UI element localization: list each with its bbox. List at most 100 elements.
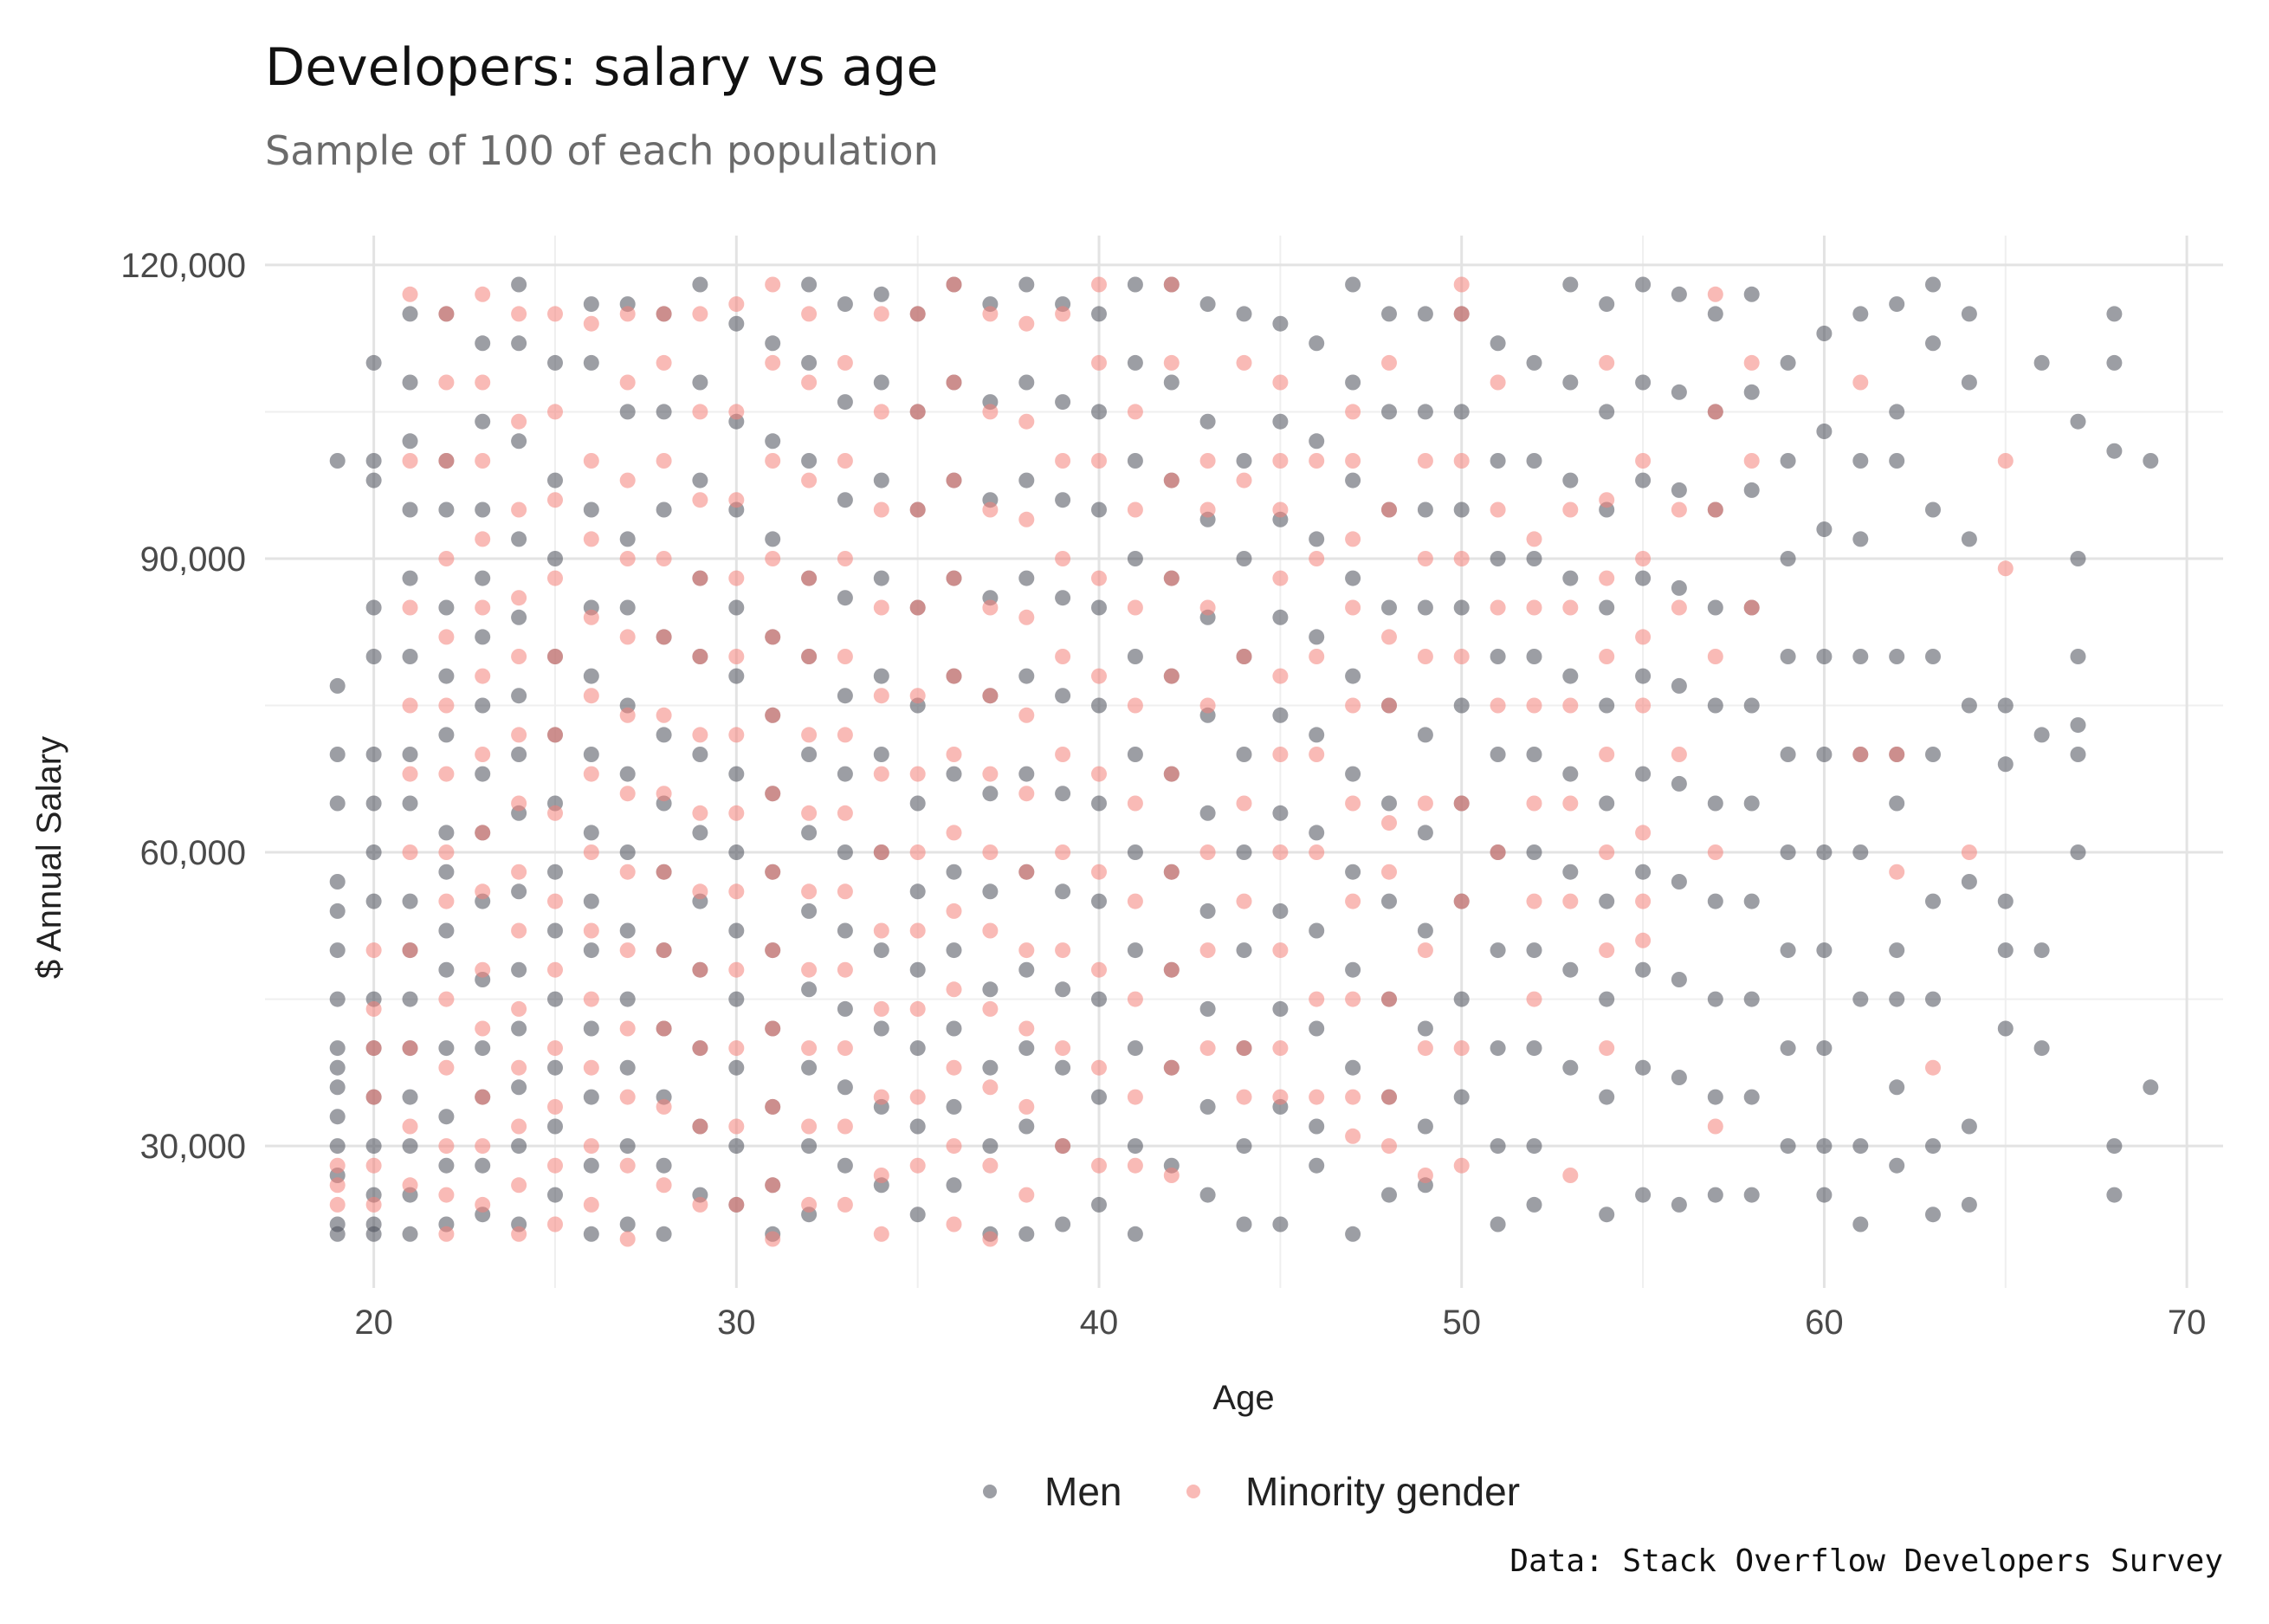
point-men	[801, 825, 818, 841]
point-minority-gender	[547, 649, 563, 664]
point-men	[1707, 1187, 1723, 1203]
x-axis-ticks: 20 30 40 50 60 70	[354, 1304, 2206, 1342]
point-men	[1055, 1216, 1071, 1233]
point-men	[619, 1138, 636, 1155]
point-men	[1309, 825, 1325, 841]
point-minority-gender	[475, 599, 491, 616]
point-men	[583, 1089, 599, 1105]
point-men	[1236, 942, 1252, 959]
point-men	[365, 649, 382, 664]
point-men	[1780, 1138, 1796, 1155]
point-minority-gender	[873, 1089, 889, 1105]
point-men	[1889, 1157, 1905, 1174]
point-minority-gender	[1635, 697, 1652, 714]
point-men	[475, 629, 491, 645]
point-minority-gender	[692, 1040, 708, 1057]
point-minority-gender	[1526, 991, 1542, 1007]
point-minority-gender	[801, 570, 818, 586]
point-men	[1417, 825, 1433, 841]
point-minority-gender	[1309, 747, 1325, 762]
point-men	[982, 1138, 999, 1155]
point-minority-gender	[656, 864, 672, 880]
point-men	[1091, 1196, 1107, 1213]
point-men	[837, 1000, 853, 1017]
point-minority-gender	[511, 649, 527, 664]
point-minority-gender	[1055, 453, 1071, 469]
legend-men-swatch	[983, 1485, 997, 1498]
point-minority-gender	[1127, 795, 1143, 812]
point-minority-gender	[1018, 315, 1035, 332]
point-minority-gender	[765, 453, 781, 469]
point-men	[438, 599, 455, 616]
point-minority-gender	[1345, 991, 1361, 1007]
point-men	[475, 335, 491, 352]
point-men	[1707, 991, 1723, 1007]
point-men	[547, 922, 563, 939]
point-minority-gender	[329, 1177, 346, 1194]
point-minority-gender	[1127, 599, 1143, 616]
point-minority-gender	[728, 404, 745, 420]
point-minority-gender	[982, 1231, 999, 1247]
point-minority-gender	[1671, 747, 1687, 762]
point-minority-gender	[692, 961, 708, 978]
point-minority-gender	[1272, 570, 1289, 586]
y-axis-title: $ Annual Salary	[30, 736, 68, 979]
point-men	[1417, 599, 1433, 616]
point-men	[837, 296, 853, 313]
point-minority-gender	[946, 668, 962, 684]
point-minority-gender	[1381, 864, 1397, 880]
point-men	[2143, 453, 2159, 469]
point-minority-gender	[619, 629, 636, 645]
point-men	[438, 1109, 455, 1125]
point-minority-gender	[1345, 1089, 1361, 1105]
point-minority-gender	[619, 472, 636, 488]
point-men	[329, 1079, 346, 1096]
point-men	[1671, 874, 1687, 890]
point-minority-gender	[1236, 893, 1252, 909]
point-minority-gender	[728, 492, 745, 508]
point-minority-gender	[692, 649, 708, 664]
point-men	[583, 354, 599, 371]
point-men	[909, 883, 926, 900]
point-minority-gender	[1345, 599, 1361, 616]
point-men	[1852, 531, 1869, 547]
point-minority-gender	[1562, 795, 1579, 812]
point-minority-gender	[1091, 1059, 1107, 1076]
point-minority-gender	[619, 1231, 636, 1247]
point-men	[583, 1226, 599, 1242]
point-minority-gender	[1018, 707, 1035, 723]
point-men	[656, 727, 672, 743]
point-minority-gender	[1309, 453, 1325, 469]
point-men	[873, 472, 889, 488]
point-men	[329, 1059, 346, 1076]
point-men	[1997, 756, 2014, 773]
point-minority-gender	[728, 1118, 745, 1135]
point-minority-gender	[656, 942, 672, 959]
point-minority-gender	[801, 1040, 818, 1057]
point-minority-gender	[801, 374, 818, 391]
x-tick-label: 30	[717, 1304, 756, 1342]
y-tick-label: 30,000	[140, 1128, 246, 1166]
point-minority-gender	[909, 1000, 926, 1017]
point-men	[1562, 472, 1579, 488]
point-minority-gender	[1381, 629, 1397, 645]
point-minority-gender	[583, 766, 599, 782]
point-minority-gender	[1635, 551, 1652, 566]
point-minority-gender	[765, 707, 781, 723]
point-minority-gender	[1562, 697, 1579, 714]
point-men	[692, 747, 708, 762]
point-men	[547, 864, 563, 880]
point-men	[765, 335, 781, 352]
point-minority-gender	[1453, 453, 1470, 469]
point-men	[1309, 922, 1325, 939]
point-minority-gender	[692, 805, 708, 821]
point-men	[1490, 453, 1506, 469]
point-men	[1635, 374, 1652, 391]
point-men	[547, 472, 563, 488]
point-minority-gender	[656, 551, 672, 566]
point-minority-gender	[511, 1059, 527, 1076]
point-men	[1526, 354, 1542, 371]
point-minority-gender	[583, 315, 599, 332]
point-men	[1816, 1040, 1833, 1057]
point-men	[1272, 609, 1289, 625]
